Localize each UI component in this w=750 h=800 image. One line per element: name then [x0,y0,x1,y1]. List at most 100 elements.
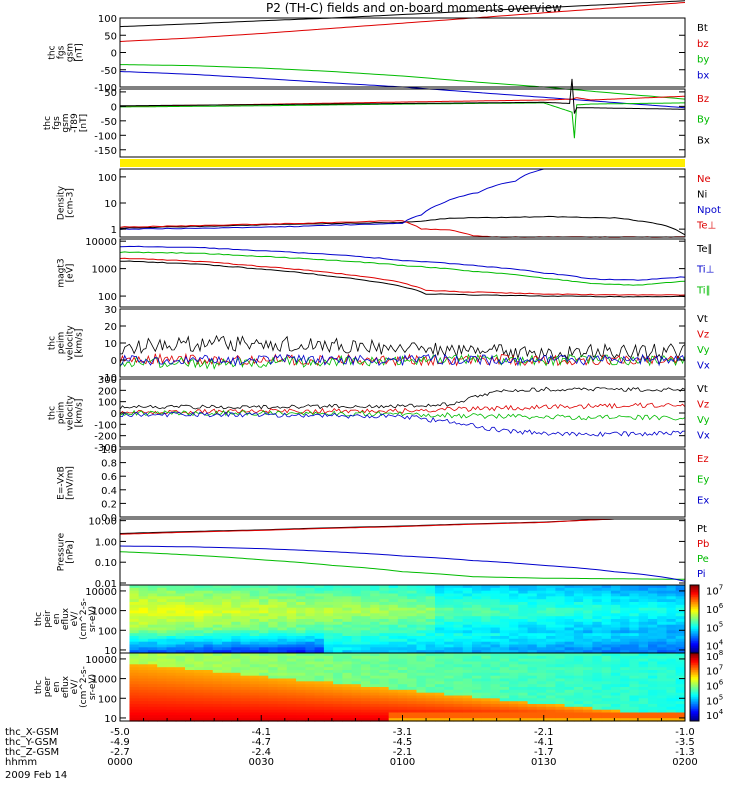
heatmap-cell [147,695,158,699]
date-label: 2009 Feb 14 [5,770,67,781]
heatmap-cell [481,689,492,694]
heatmap-cell [499,692,510,697]
heatmap-cell [351,655,362,660]
heatmap-cell [175,715,186,719]
heatmap-cell [268,678,279,682]
y-label-line: sr-eV) [88,674,98,700]
heatmap-cell [518,667,529,671]
heatmap-cell [333,641,343,646]
heatmap-cell [675,610,685,614]
heatmap-cell [481,704,492,708]
heatmap-cell [509,599,519,603]
heatmap-cell [666,653,677,657]
heatmap-cell [157,715,168,719]
heatmap-cell [472,678,482,682]
heatmap-cell [259,667,269,671]
heatmap-cell [592,687,603,691]
heatmap-cell [286,644,297,648]
heatmap-cell [342,590,353,595]
heatmap-cell [166,704,177,708]
heatmap-cell [231,712,242,716]
heatmap-cell [296,689,306,694]
heatmap-cell [222,602,232,606]
heatmap-cell [249,596,260,600]
heatmap-cell [638,607,649,612]
heatmap-cell [175,616,186,620]
heatmap-cell [360,638,371,643]
heatmap-cell [397,675,408,680]
heatmap-cell [185,593,195,597]
heatmap-cell [212,698,223,702]
heatmap-cell [370,619,381,623]
heatmap-cell [286,621,297,626]
y-tick-label: 10000 [85,587,117,598]
y-label-line: (cm^2-s- [79,666,89,708]
heatmap-cell [435,653,445,657]
heatmap-cell [527,684,538,688]
heatmap-cell [277,718,288,722]
heatmap-cell [194,604,205,609]
y-tick-label: 100 [98,14,117,25]
heatmap-cell [185,655,195,660]
heatmap-cell [333,587,343,592]
heatmap-cell [360,704,371,708]
heatmap-cell [472,704,482,708]
x-tick-label: 0000 [107,757,132,768]
heatmap-cell [147,593,158,597]
heatmap-cell [323,689,334,694]
heatmap-cell [573,687,584,691]
heatmap-cell [620,695,631,699]
heatmap-cell [333,667,343,671]
heatmap-cell [147,596,158,600]
heatmap-cell [546,709,556,714]
heatmap-cell [166,599,177,603]
heatmap-cell [648,587,658,592]
heatmap-cell [620,641,631,646]
heatmap-cell [675,621,685,626]
heatmap-cell [666,610,677,614]
heatmap-cell [509,587,519,592]
heatmap-cell [240,596,251,600]
heatmap-cell [305,681,316,685]
heatmap-cell [444,670,455,674]
heatmap-cell [296,630,306,634]
heatmap-cell [416,616,427,620]
heatmap-cell [444,627,455,631]
heatmap-cell [444,712,455,716]
colorbar-cell [690,675,699,678]
heatmap-cell [222,664,232,668]
heatmap-cell [675,664,685,668]
heatmap-cell [147,718,158,722]
heatmap-cell [435,616,445,620]
y-tick-label: 1.00 [95,537,117,548]
heatmap-cell [666,698,677,702]
heatmap-cell [314,715,325,719]
heatmap-cell [360,619,371,623]
heatmap-cell [305,715,316,719]
series-vx [120,411,685,438]
heatmap-cell [536,712,547,716]
heatmap-cell [203,633,214,637]
heatmap-cell [564,712,575,716]
heatmap-cell [231,596,242,600]
heatmap-cell [509,650,519,654]
heatmap-cell [425,627,436,631]
heatmap-cell [138,587,149,592]
heatmap-cell [212,661,223,665]
heatmap-cell [499,604,510,609]
heatmap-cell [425,638,436,643]
heatmap-cell [620,701,631,705]
heatmap-cell [648,633,658,637]
heatmap-cell [416,664,427,668]
heatmap-cell [268,647,279,651]
heatmap-cell [610,627,621,631]
heatmap-cell [555,587,566,592]
heatmap-cell [518,650,529,654]
heatmap-cell [564,672,575,677]
heatmap-cell [638,698,649,702]
heatmap-cell [222,596,232,600]
y-label-line: thc [48,45,58,59]
heatmap-cell [462,604,473,609]
